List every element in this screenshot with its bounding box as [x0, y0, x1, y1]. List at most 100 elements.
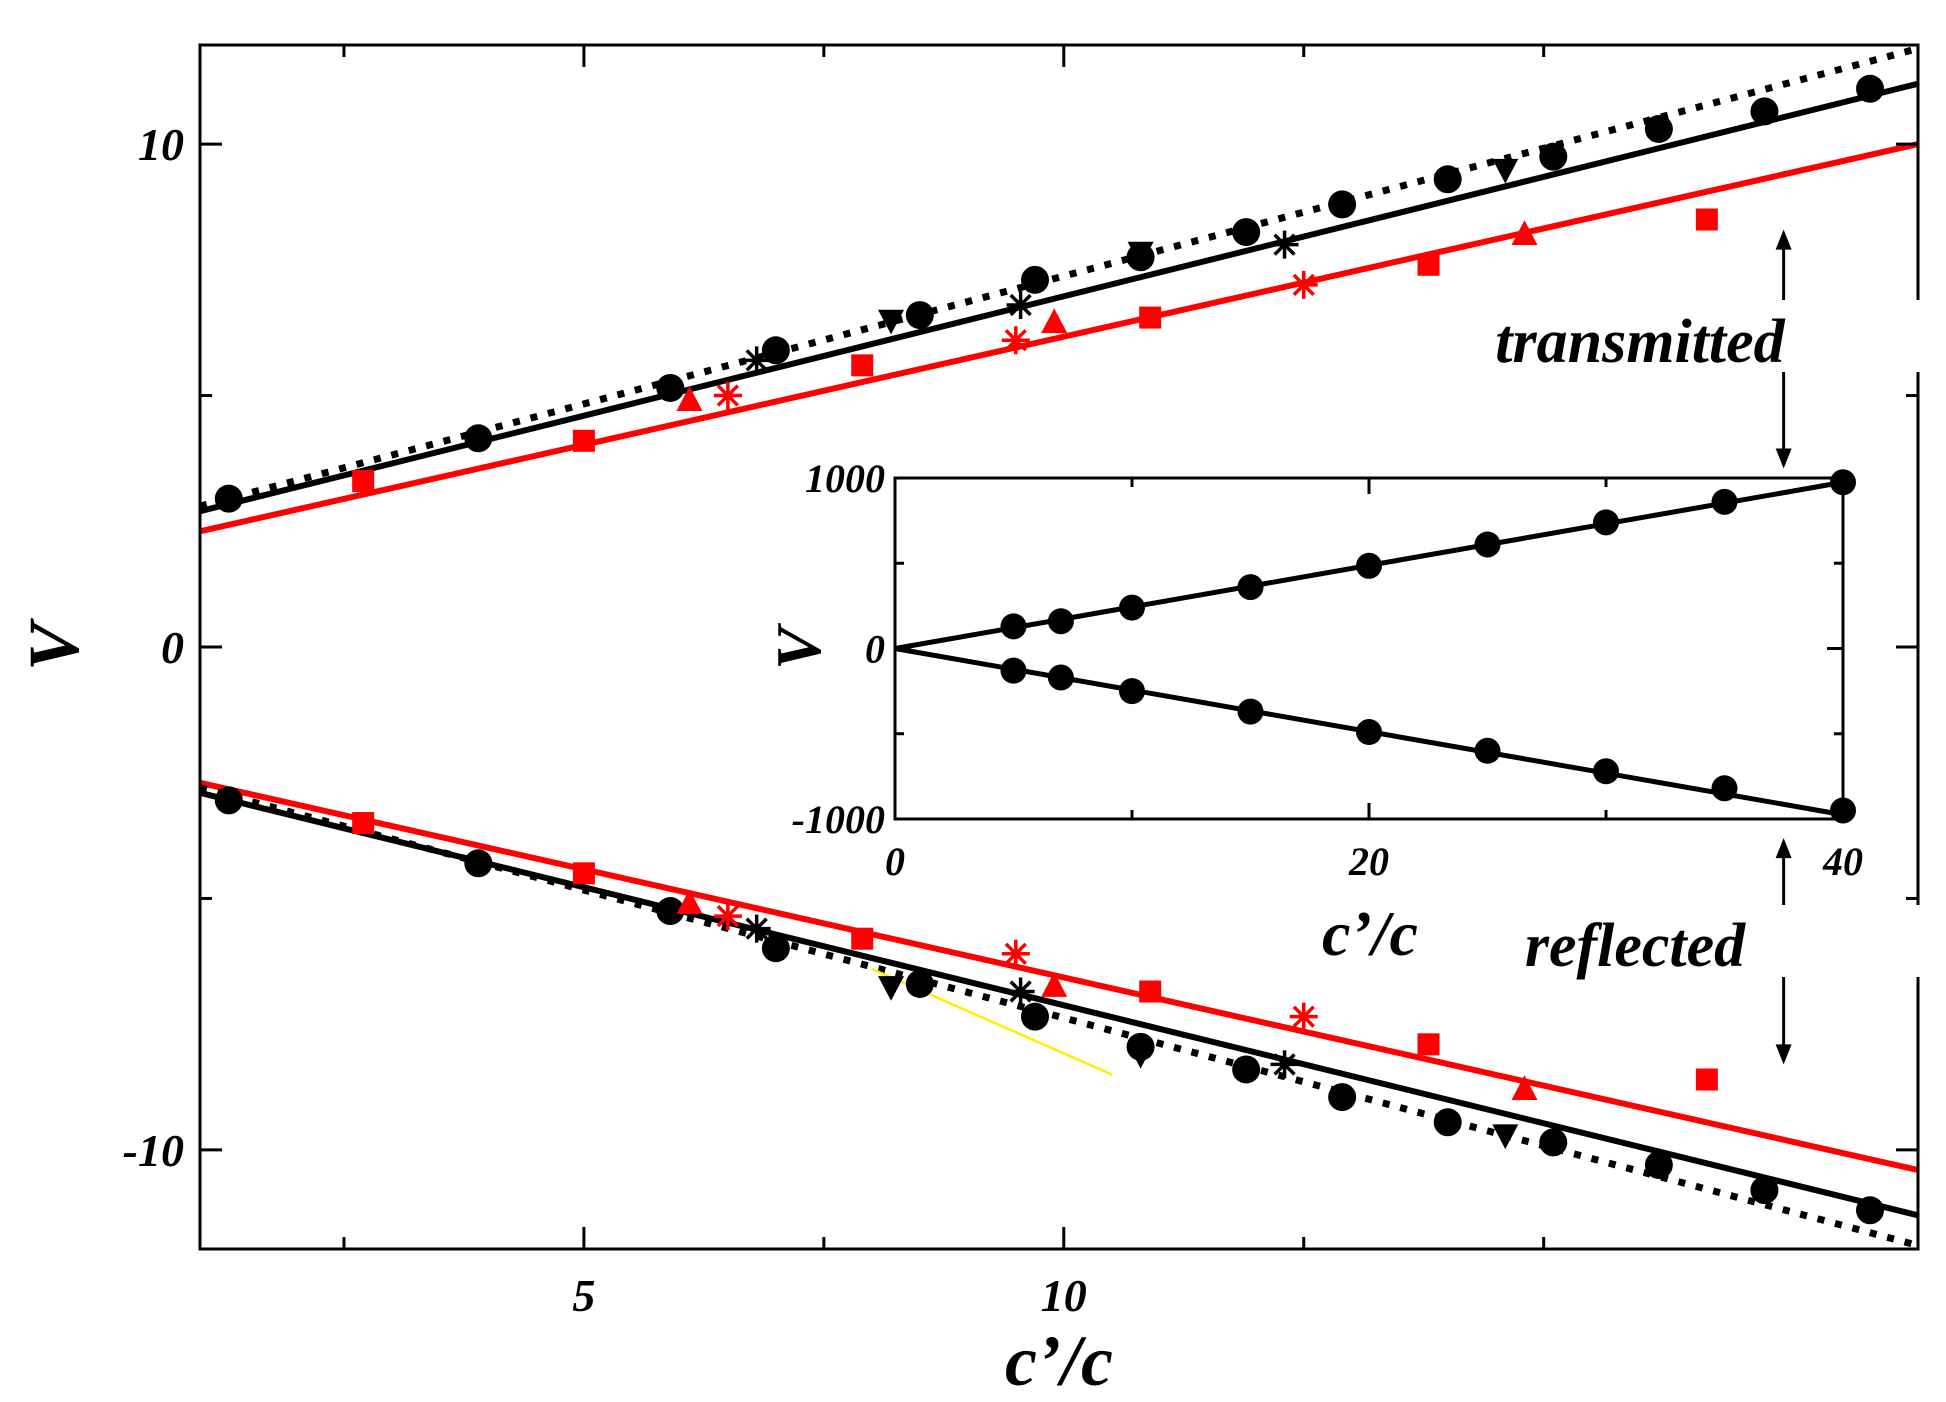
- main-marker-0-1: [464, 424, 493, 453]
- main-marker-0-13: [1856, 74, 1885, 103]
- main-marker-0-2: [656, 373, 685, 402]
- main-marker-0-10: [1539, 142, 1568, 171]
- inset-xtick-label-2: 40: [1822, 839, 1863, 884]
- main-marker-1-13: [1856, 1196, 1885, 1225]
- main-marker-1-7: [1232, 1055, 1261, 1084]
- inset-background: [895, 478, 1843, 819]
- inset-marker-0-4: [1356, 552, 1382, 579]
- transmitted-label: transmitted: [1495, 308, 1785, 376]
- main-marker-0-11: [1644, 114, 1673, 143]
- inset-ylabel: V: [763, 622, 834, 670]
- main-ytick-label-0: -10: [123, 1125, 184, 1176]
- main-marker-0-12: [1750, 97, 1779, 126]
- main-marker-6-0: [352, 470, 375, 493]
- main-marker-0-8: [1328, 190, 1357, 219]
- main-marker-8-2: [1511, 220, 1538, 246]
- main-marker-6-1: [572, 429, 595, 452]
- main-ytick-label-1: 0: [161, 622, 184, 673]
- main-marker-5-2: [1270, 1050, 1299, 1079]
- inset-marker-0-3: [1237, 574, 1264, 601]
- inset-marker-0-6: [1593, 509, 1619, 536]
- main-marker-1-5: [1021, 1002, 1050, 1031]
- main-marker-1-9: [1433, 1108, 1462, 1137]
- main-marker-3-0: [878, 976, 905, 1001]
- main-marker-0-5: [1021, 265, 1050, 294]
- inset-ytick-label-1: 0: [865, 627, 885, 672]
- main-marker-3-1: [1127, 1043, 1154, 1069]
- main-marker-2-1: [1127, 241, 1154, 267]
- main-marker-0-4: [905, 301, 934, 330]
- main-line-5: [200, 784, 1918, 1249]
- main-marker-9-0: [676, 889, 703, 914]
- main-marker-1-10: [1539, 1128, 1568, 1157]
- reflected-arrow-head-bottom: [1775, 1044, 1792, 1065]
- main-marker-6-3: [1139, 306, 1162, 329]
- inset-xtick-label-0: 0: [885, 839, 905, 884]
- main-marker-0-7: [1232, 218, 1261, 247]
- main-marker-9-1: [1041, 972, 1068, 997]
- main-marker-7-4: [1417, 1033, 1440, 1056]
- inset-marker-1-7: [1711, 775, 1738, 802]
- main-marker-0-3: [761, 336, 790, 365]
- inset-marker-0-7: [1711, 488, 1738, 515]
- reflected-label: reflected: [1525, 912, 1746, 980]
- main-marker-7-0: [352, 812, 375, 835]
- main-marker-0-9: [1433, 165, 1462, 194]
- main-marker-4-0: [742, 346, 771, 375]
- main-marker-7-3: [1139, 980, 1162, 1003]
- transmitted-label-bg: [1633, 300, 1934, 372]
- inset-marker-1-4: [1356, 719, 1382, 746]
- main-line-4: [200, 45, 1918, 510]
- inset-marker-1-2: [1119, 678, 1145, 705]
- inset-xlabel: c’/c: [1322, 898, 1418, 969]
- main-marker-7-1: [572, 862, 595, 885]
- main-marker-1-11: [1644, 1151, 1673, 1180]
- main-marker-1-3: [761, 934, 790, 963]
- main-marker-7-2: [851, 927, 874, 950]
- main-marker-10-0: [713, 381, 742, 410]
- main-marker-2-0: [878, 309, 905, 335]
- inset-marker-1-5: [1474, 737, 1501, 764]
- inset-marker-1-0: [1000, 657, 1027, 684]
- main-marker-0-0: [214, 484, 243, 513]
- inset-marker-0-2: [1119, 594, 1145, 621]
- inset-xtick-label-1: 20: [1348, 839, 1389, 884]
- main-ytick-label-2: 10: [138, 119, 184, 170]
- inset-ytick-label-2: 1000: [805, 456, 885, 501]
- inset-marker-1-3: [1237, 698, 1264, 725]
- main-marker-11-0: [713, 902, 742, 931]
- inset-marker-0-5: [1474, 531, 1501, 558]
- main-marker-4-1: [1006, 291, 1035, 320]
- main-marker-8-1: [1041, 308, 1068, 334]
- main-marker-10-2: [1289, 270, 1318, 299]
- inset-marker-1-6: [1593, 758, 1619, 785]
- main-marker-4-2: [1270, 230, 1299, 259]
- main-ylabel: V: [14, 618, 94, 671]
- reflected-label-bg: [1633, 905, 1934, 977]
- main-marker-1-12: [1750, 1176, 1779, 1205]
- main-marker-1-1: [464, 849, 493, 878]
- main-marker-10-1: [1001, 326, 1030, 355]
- main-marker-2-2: [1492, 158, 1519, 184]
- inset-marker-1-1: [1047, 664, 1074, 691]
- reflected-arrow-head-top: [1775, 838, 1792, 859]
- inset-marker-0-1: [1047, 608, 1074, 635]
- main-marker-11-2: [1289, 1002, 1318, 1031]
- main-marker-9-2: [1511, 1075, 1538, 1100]
- main-marker-6-4: [1417, 253, 1440, 276]
- inset-ytick-label-0: -1000: [792, 797, 885, 842]
- main-line-3: [200, 779, 1918, 1173]
- transmitted-arrow-head-top: [1775, 229, 1792, 250]
- main-marker-5-0: [742, 914, 771, 943]
- main-marker-8-0: [676, 386, 703, 411]
- inset-marker-0-0: [1000, 613, 1027, 640]
- main-xlabel: c’/c: [1005, 1321, 1113, 1401]
- main-marker-1-8: [1328, 1083, 1357, 1112]
- main-marker-6-2: [851, 354, 874, 377]
- main-marker-1-4: [905, 969, 934, 998]
- main-marker-11-1: [1001, 939, 1030, 968]
- main-marker-6-5: [1695, 208, 1718, 231]
- main-marker-7-5: [1695, 1068, 1718, 1091]
